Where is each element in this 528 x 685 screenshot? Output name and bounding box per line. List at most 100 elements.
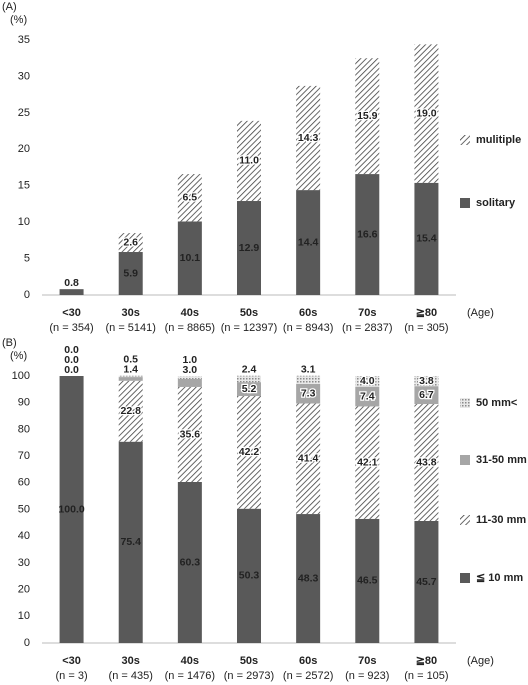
bar-segment (414, 404, 439, 521)
x-tick-label: ≧80 (416, 655, 437, 667)
data-label: 16.6 (357, 228, 378, 240)
bar-segment (414, 520, 439, 643)
y-tick-label: 20 (18, 143, 30, 155)
bar-segment (118, 441, 143, 643)
data-label: 0.5 (123, 354, 138, 366)
bar-segment (118, 252, 143, 295)
bar-segment (355, 406, 380, 519)
y-tick-label: 100 (12, 370, 30, 382)
y-tick-label: 80 (18, 423, 30, 435)
bar-segment (118, 380, 143, 442)
data-label: 45.7 (416, 576, 437, 588)
sample-size: (n = 2837) (342, 322, 392, 334)
data-label: 75.4 (120, 536, 141, 548)
legend-swatch (460, 135, 470, 145)
data-label: 3.1 (301, 364, 316, 376)
bar-segment (118, 377, 143, 381)
legend-swatch (460, 573, 470, 583)
y-tick-label: 10 (18, 216, 30, 228)
data-label: 0.0 (64, 344, 79, 356)
y-tick-label: 35 (18, 34, 30, 46)
data-label: 6.5 (183, 192, 198, 204)
bar-segment (355, 174, 380, 295)
x-tick-label: 30s (122, 655, 140, 667)
bar-segment (177, 221, 202, 295)
y-tick-label: 0 (24, 637, 30, 649)
sample-size: (n = 305) (404, 322, 448, 334)
sample-size: (n = 8865) (165, 322, 215, 334)
bar-segment (296, 384, 321, 404)
data-label: 1.0 (183, 354, 198, 366)
bar-segment (237, 120, 261, 202)
bar-segment (414, 386, 439, 405)
bar-segment (177, 174, 202, 222)
data-label: 46.5 (357, 575, 378, 587)
data-label: 4.0 (360, 375, 375, 387)
sample-size: (n = 354) (49, 322, 93, 334)
legend-label: mulitiple (476, 134, 521, 146)
data-label: 19.0 (416, 107, 437, 119)
y-tick-label: 25 (18, 107, 30, 119)
y-tick-label: 40 (18, 530, 30, 542)
data-label: 50.3 (239, 570, 260, 582)
y-tick-label: 50 (18, 503, 30, 515)
sample-size: (n = 8943) (283, 322, 333, 334)
sample-size: (n = 923) (345, 670, 389, 682)
x-tick-label: 70s (358, 655, 376, 667)
data-label: 14.3 (298, 132, 319, 144)
legend-swatch (460, 455, 470, 465)
data-label: 0.0 (64, 354, 79, 366)
data-label: 7.3 (301, 388, 316, 400)
y-axis-label: (%) (10, 350, 27, 362)
bar-segment (237, 396, 261, 509)
bar-segment (355, 58, 380, 175)
x-tick-label: <30 (62, 307, 81, 319)
sample-size: (n = 2973) (224, 670, 274, 682)
y-tick-label: 90 (18, 397, 30, 409)
data-label: 6.7 (419, 389, 434, 401)
sample-size: (n = 1476) (165, 670, 215, 682)
data-label: 60.3 (180, 556, 201, 568)
data-label: 11.0 (239, 155, 259, 167)
bar-segment (237, 201, 261, 295)
bar-segment (177, 481, 202, 643)
y-tick-label: 0 (24, 289, 30, 301)
data-label: 100.0 (58, 503, 84, 515)
data-label: 48.3 (298, 572, 319, 584)
data-label: 14.4 (298, 236, 319, 248)
sample-size: (n = 105) (404, 670, 448, 682)
legend-label: solitary (476, 197, 516, 209)
bar-segment (237, 508, 261, 643)
bar-segment (118, 375, 143, 378)
bar-segment (414, 44, 439, 183)
x-tick-label: 50s (240, 307, 258, 319)
sample-size: (n = 435) (109, 670, 153, 682)
x-tick-label: 60s (299, 655, 317, 667)
legend-label: ≦ 10 mm (476, 572, 523, 584)
panel-title: (B) (2, 337, 17, 349)
x-tick-label: 30s (122, 307, 140, 319)
data-label: 2.6 (123, 236, 138, 248)
x-tick-label: 60s (299, 307, 317, 319)
bar-segment (296, 403, 321, 515)
bar-segment (118, 233, 143, 253)
x-tick-label: 40s (181, 655, 199, 667)
y-tick-label: 5 (24, 252, 30, 264)
legend-swatch (460, 398, 470, 408)
y-tick-label: 30 (18, 557, 30, 569)
sample-size: (n = 5141) (105, 322, 155, 334)
sample-size: (n = 12397) (221, 322, 278, 334)
bar-segment (296, 85, 321, 191)
legend-label: 11-30 mm (476, 514, 526, 526)
x-tick-label: 50s (240, 655, 258, 667)
data-label: 5.9 (123, 267, 138, 279)
legend-swatch (460, 198, 470, 208)
x-tick-label: 70s (358, 307, 376, 319)
bar-segment (177, 386, 202, 482)
y-tick-label: 15 (18, 180, 30, 192)
data-label: 0.0 (64, 364, 79, 376)
x-axis-label: (Age) (467, 307, 494, 319)
data-label: 42.1 (357, 456, 378, 468)
bar-segment (59, 289, 84, 295)
